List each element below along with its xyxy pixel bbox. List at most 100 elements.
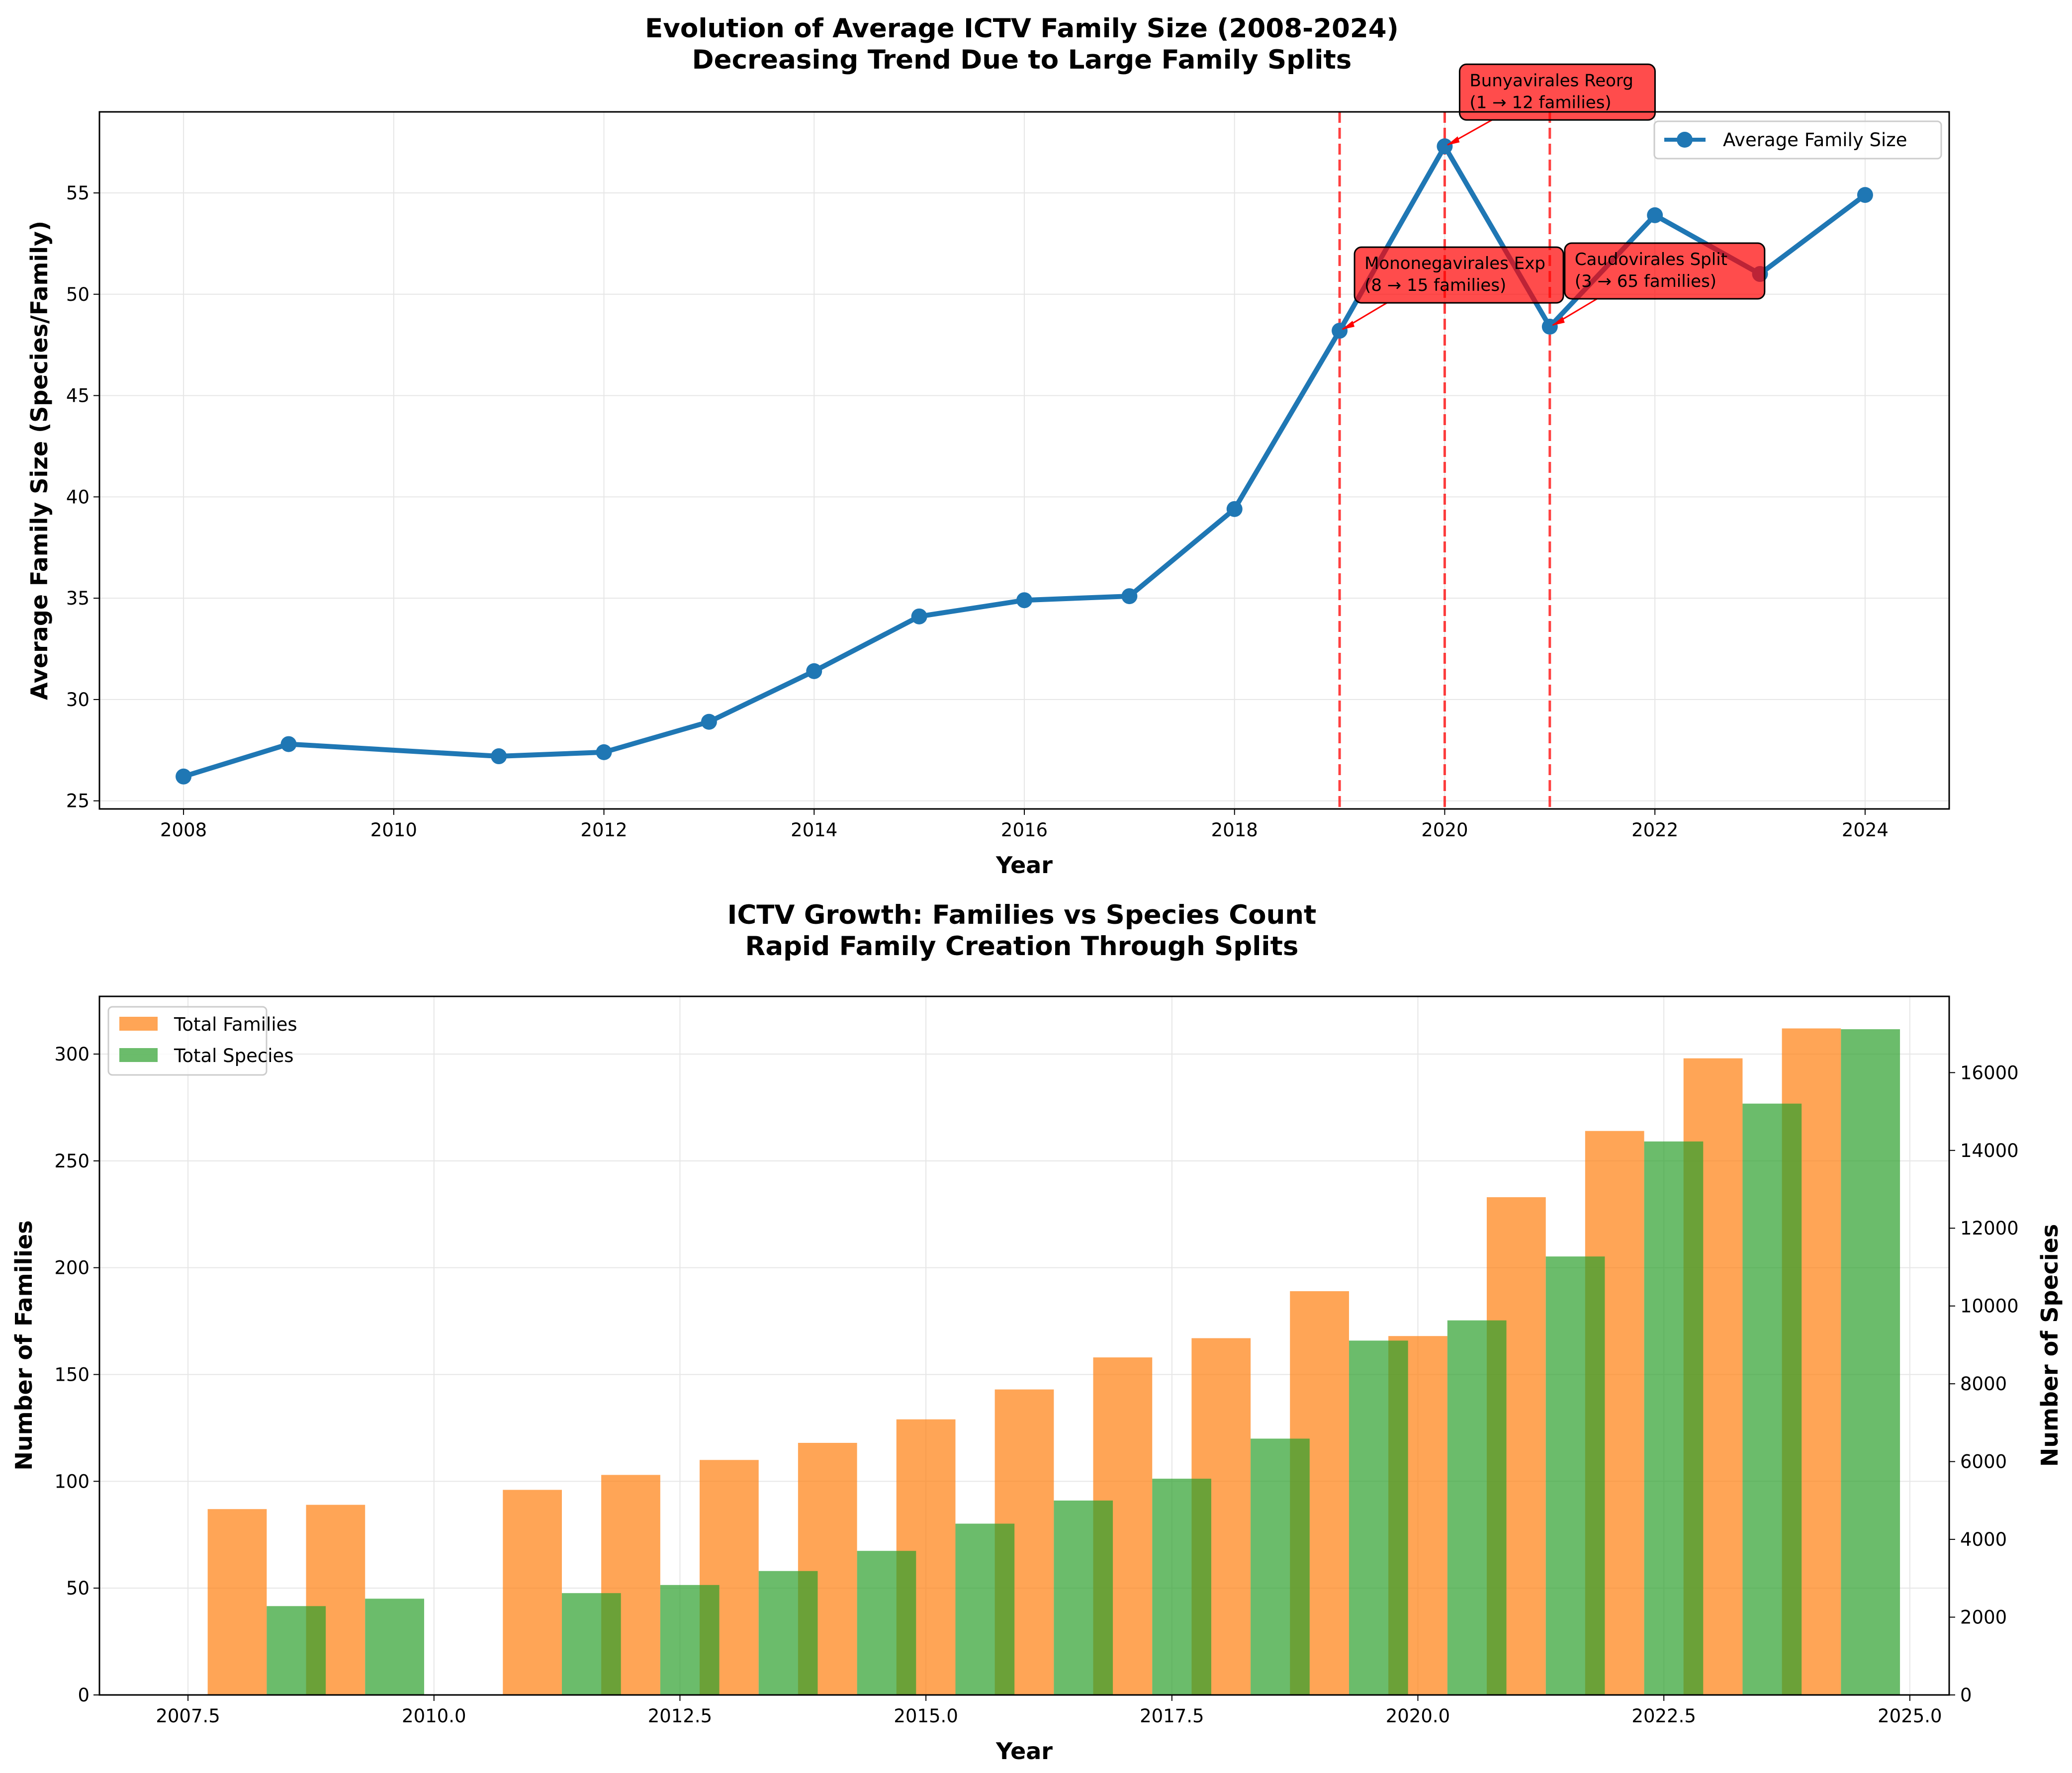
annotation-box [1353,246,1564,304]
chart2-right-y-tick-label: 16000 [1960,1062,2019,1083]
annotation-arrowhead [1342,321,1355,330]
species-bar [1152,1479,1211,1695]
chart2-legend-label-species: Total Species [174,1045,294,1066]
chart2-x-tick-label: 2007.5 [156,1705,220,1727]
chart1-reference-lines [1338,112,1551,809]
chart2-right-y-tick-label: 8000 [1960,1373,2007,1395]
chart2-left-y-tick-label: 0 [78,1684,90,1706]
chart1-x-tick-label: 2010 [370,819,417,841]
chart2-bars [207,1028,1900,1695]
chart1-x-tick-label: 2020 [1421,819,1468,841]
chart1-x-tick-label: 2016 [1001,819,1048,841]
chart1-data-point [1857,187,1873,203]
chart2-x-tick-label: 2010.0 [402,1705,466,1727]
chart2-legend-label-families: Total Families [174,1014,297,1035]
chart2-right-y-tick-label: 12000 [1960,1218,2019,1239]
annotation-arrowhead [1446,136,1460,146]
chart1-legend: Average Family Size [1653,120,1942,160]
chart1-data-point [1016,592,1032,609]
chart2-left-y-tick-label: 200 [54,1257,90,1279]
chart1-y-tick-label: 50 [66,284,90,305]
chart1-x-tick-label: 2018 [1211,819,1258,841]
chart2-left-y-tick-label: 150 [54,1364,90,1386]
species-bar [1841,1029,1900,1695]
chart1-legend-label: Average Family Size [1723,129,1907,151]
chart2-left-y-tick-label: 50 [66,1578,90,1599]
annotation-text: Caudovirales Split [1575,250,1727,269]
species-bar [1742,1103,1802,1695]
annotation-box [1458,63,1656,121]
chart1-y-tick-label: 30 [66,689,90,710]
chart1-y-tick-label: 25 [66,791,90,812]
chart2-right-y-ticks: 0 2000 4000 6000 8000 10000 12000 14000 16000 [1949,1062,2019,1706]
chart1-x-axis-label: Year [995,852,1053,879]
chart1-data-point [1647,207,1663,223]
annotation-text: Mononegavirales Exp [1364,254,1545,273]
chart1-x-tick-label: 2024 [1842,819,1889,841]
species-bar [1447,1320,1507,1695]
chart2-title-line2: Rapid Family Creation Through Splits [745,931,1299,962]
chart2-right-y-tick-label: 0 [1960,1684,1972,1706]
chart1-data-point [176,768,192,785]
species-bar [660,1585,720,1695]
chart1-data-point [1541,319,1558,335]
chart2-right-y-tick-label: 10000 [1960,1296,2019,1317]
chart1-title-line2: Decreasing Trend Due to Large Family Spl… [692,45,1352,75]
chart1-data-point [596,744,612,760]
species-bar [1251,1438,1310,1695]
average-family-size-chart: Evolution of Average ICTV Family Size (2… [26,13,1950,879]
chart1-x-tick-label: 2012 [580,819,627,841]
chart2-x-tick-label: 2012.5 [648,1705,712,1727]
chart1-legend-box [1653,120,1942,160]
annotation-arrowhead [1551,317,1565,326]
species-bar [365,1598,424,1695]
chart1-data-point [806,663,822,679]
chart2-right-y-tick-label: 14000 [1960,1140,2019,1161]
annotation-text: (3 → 65 families) [1575,271,1716,291]
chart2-legend: Total Families Total Species [107,1006,297,1076]
chart1-x-tick-label: 2014 [791,819,837,841]
chart1-data-point [280,736,297,752]
chart2-right-y-axis-label: Number of Species [2036,1224,2063,1467]
annotation-text: Bunyavirales Reorg [1469,71,1633,90]
chart1-data-point [1121,588,1138,605]
species-bar [758,1571,818,1695]
families-bar [503,1490,562,1695]
annotation-text: (8 → 15 families) [1364,275,1506,295]
chart1-annotations: Mononegavirales Exp (8 → 15 families) Buny… [1342,63,1766,330]
chart1-data-point [1226,501,1243,517]
species-bar [562,1593,621,1695]
chart2-legend-swatch-families [119,1017,158,1031]
chart2-right-y-tick-label: 2000 [1960,1607,2007,1628]
chart2-x-ticks: 2007.5 2010.0 2012.5 2015.0 2017.5 2020.0 2022… [156,1695,1942,1727]
species-bar [1545,1256,1605,1695]
chart1-y-tick-label: 35 [66,588,90,609]
chart1-y-axis-label: Average Family Size (Species/Family) [26,221,53,700]
chart2-x-tick-label: 2022.5 [1631,1705,1696,1727]
chart1-x-tick-label: 2022 [1631,819,1678,841]
species-bar [955,1523,1015,1695]
chart2-x-axis-label: Year [995,1738,1053,1765]
species-bar [857,1551,916,1695]
chart2-x-tick-label: 2017.5 [1140,1705,1204,1727]
chart2-x-tick-label: 2025.0 [1878,1705,1942,1727]
chart1-legend-marker-swatch [1677,132,1693,148]
chart2-left-y-tick-label: 100 [54,1471,90,1492]
chart1-grid [99,112,1949,809]
chart2-left-y-tick-label: 300 [54,1044,90,1065]
chart1-title-line1: Evolution of Average ICTV Family Size (2… [645,13,1399,44]
species-bar [1349,1340,1408,1695]
chart2-legend-swatch-species [119,1048,158,1062]
chart1-y-ticks: 25 30 35 40 45 50 55 [66,182,99,812]
chart1-data-point [911,608,927,624]
chart2-title-line1: ICTV Growth: Families vs Species Count [727,900,1317,930]
families-bar [207,1509,267,1695]
chart1-x-tick-label: 2008 [160,819,207,841]
chart1-data-point [491,748,507,765]
chart2-left-y-tick-label: 250 [54,1151,90,1172]
chart1-y-tick-label: 55 [66,182,90,204]
chart1-data-point [701,713,717,730]
families-vs-species-chart: ICTV Growth: Families vs Species Count R… [10,900,2063,1765]
chart1-data-point [1437,138,1453,155]
chart1-y-tick-label: 45 [66,385,90,407]
